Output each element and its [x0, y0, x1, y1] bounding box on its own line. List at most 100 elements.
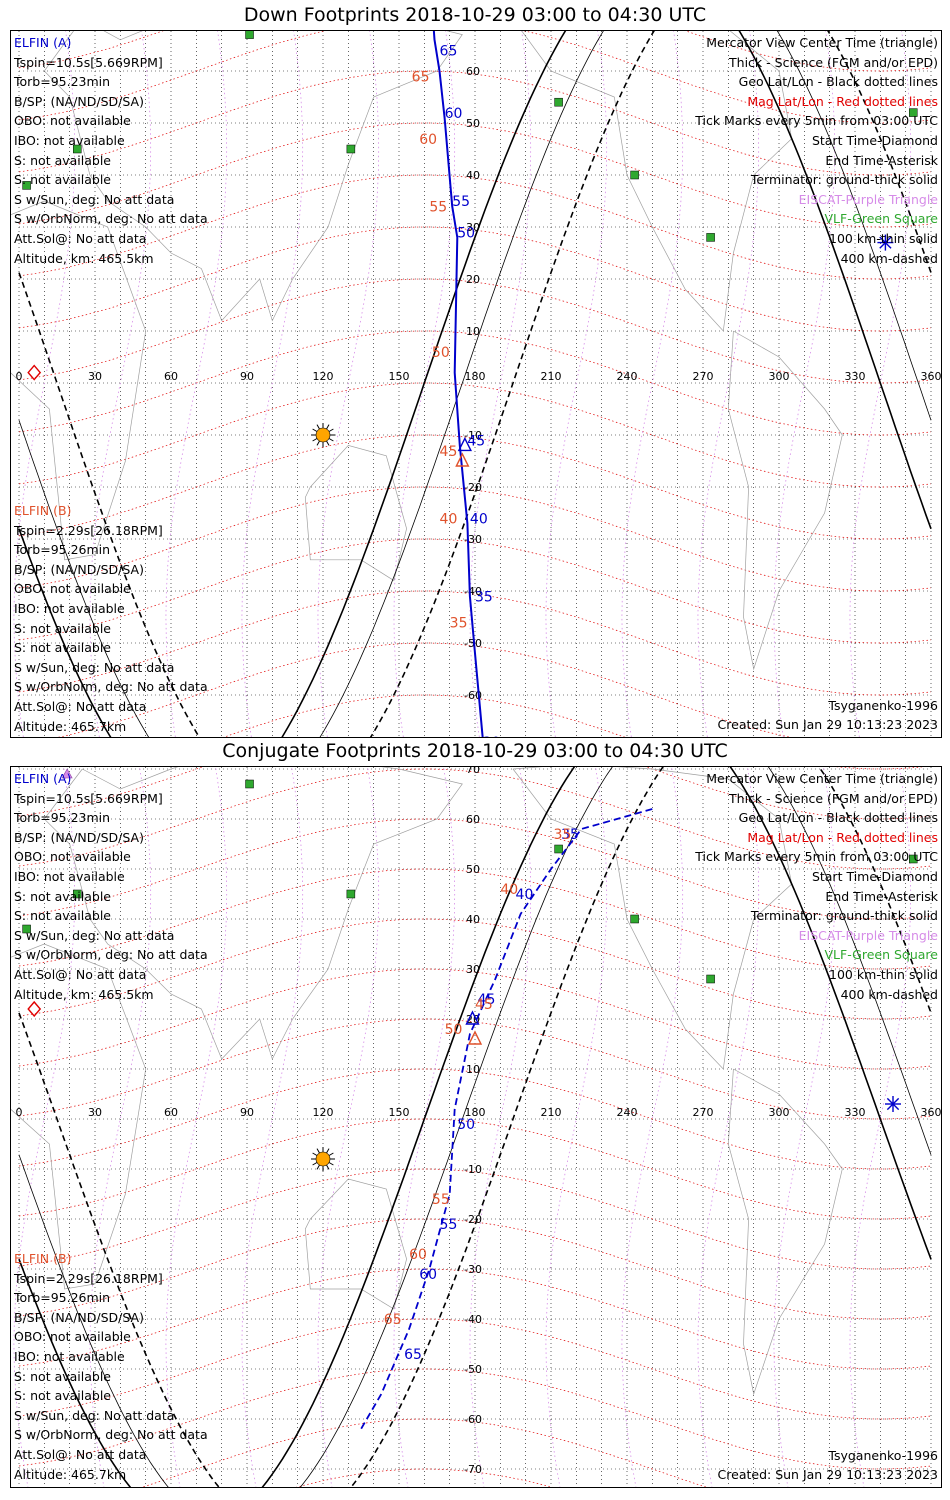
elfin-b-tick-label: 40 [440, 511, 458, 527]
elfin-a-tick-label: 50 [457, 225, 475, 241]
elfin-a-tick-label: 60 [419, 1267, 437, 1283]
elfin-a-tick-label: 40 [516, 887, 534, 903]
created-timestamp: Created: Sun Jan 29 10:13:23 2023 [717, 717, 938, 733]
lon-tick-label: 150 [389, 370, 410, 383]
elfin-a-line: B/SP: (NA/ND/SD/SA) [14, 829, 144, 845]
legend-item: Mercator View Center Time (triangle) [706, 771, 938, 786]
elfin-a-line: Att.Sol@: No att data [14, 966, 147, 982]
mag-lat-line [18, 1018, 932, 1120]
lon-tick-label: 270 [693, 370, 714, 383]
mag-lon-line [469, 31, 532, 737]
legend-item: Geo Lat/Lon - Black dotted lines [738, 810, 938, 826]
lat-tick-label: -50 [464, 1363, 482, 1376]
elfin-a-header: ELFIN (A) [14, 35, 72, 50]
lat-tick-label: -40 [464, 1313, 482, 1326]
elfin-b-line: IBO: not available [14, 1348, 125, 1364]
elfin-b-tick-label: 65 [384, 1312, 402, 1328]
lat-tick-label: 50 [466, 117, 480, 130]
elfin-a-center-triangle [465, 1010, 480, 1025]
terminator-ground [18, 767, 932, 1487]
elfin-a-tick-label: 35 [475, 589, 493, 605]
down-footprints-map: 0306090120150180210240270300330360706050… [10, 30, 942, 738]
elfin-b-tick-label: 35 [554, 827, 572, 843]
terminator-400km [18, 767, 932, 1487]
elfin-b-tick-label: 50 [432, 345, 450, 361]
legend-item: Terminator: ground-thick solid [750, 908, 938, 924]
elfin-a-line: S: not available [14, 172, 111, 188]
elfin-a-line: S w/Sun, deg: No att data [14, 191, 175, 207]
mag-lat-line [141, 1418, 708, 1487]
elfin-b-line: B/SP: (NA/ND/SD/SA) [14, 561, 144, 577]
coastline [512, 767, 793, 1070]
legend-item: Thick - Science (FGM and/or EPD) [729, 54, 938, 70]
legend-item: End Time-Asterisk [825, 888, 938, 904]
coastline [727, 1068, 843, 1396]
lon-tick-label: 360 [921, 1106, 942, 1119]
lat-tick-label: 50 [466, 863, 480, 876]
elfin-b-tick-label: 35 [450, 615, 468, 631]
coastline [304, 445, 407, 582]
eiscat-station-icon [61, 768, 73, 779]
lat-tick-label: -30 [464, 533, 482, 546]
lon-tick-label: 300 [769, 370, 790, 383]
lat-tick-label: -20 [464, 1213, 482, 1226]
elfin-b-line: S w/Sun, deg: No att data [14, 659, 175, 675]
elfin-b-tick-label: 60 [419, 132, 437, 148]
lon-tick-label: 90 [240, 370, 254, 383]
mag-lat-line [18, 70, 932, 176]
elfin-b-line: S: not available [14, 640, 111, 656]
lat-tick-label: 30 [466, 963, 480, 976]
lat-tick-label: -10 [464, 1163, 482, 1176]
legend-item: Thick - Science (FGM and/or EPD) [729, 790, 938, 806]
coastline [43, 31, 463, 322]
elfin-b-tick-label: 55 [432, 1192, 450, 1208]
mag-lat-line [18, 1368, 932, 1470]
lat-tick-label: 70 [466, 767, 480, 776]
legend-item: Tick Marks every 5min from 03:00 UTC [695, 113, 938, 129]
vlf-station-icon [706, 233, 715, 242]
mag-lat-line [18, 31, 932, 124]
sun-ray [316, 440, 320, 446]
lon-tick-label: 210 [541, 1106, 562, 1119]
elfin-a-line: S: not available [14, 908, 111, 924]
lon-tick-label: 360 [921, 370, 942, 383]
elfin-a-line: B/SP: (NA/ND/SD/SA) [14, 93, 144, 109]
lat-tick-label: 20 [466, 273, 480, 286]
elfin-b-line: Att.Sol@: No att data [14, 698, 147, 714]
mag-lon-line [317, 31, 380, 737]
elfin-a-line: Torb=95.23min [14, 74, 111, 90]
elfin-b-info: ELFIN (B) Tspin=2.29s[26.18RPM] Torb=95.… [14, 501, 208, 736]
mag-lat-line [18, 434, 932, 540]
sun-ray [312, 438, 318, 442]
mag-lat-line [18, 174, 932, 280]
map-legend: Mercator View Center Time (triangle) Thi… [695, 769, 938, 1004]
vlf-station-icon [245, 779, 254, 789]
created-timestamp: Created: Sun Jan 29 10:13:23 2023 [717, 1467, 938, 1483]
mag-lat-line [18, 330, 932, 436]
legend-item: End Time-Asterisk [825, 152, 938, 168]
lon-tick-label: 30 [88, 1106, 102, 1119]
elfin-b-tick-label: 50 [445, 1022, 463, 1038]
lat-tick-label: 20 [466, 1013, 480, 1026]
elfin-b-tick-label: 45 [475, 997, 493, 1013]
elfin-a-line: Altitude, km: 465.5km [14, 986, 154, 1002]
sun-ray [316, 1148, 320, 1154]
lat-tick-label: -20 [464, 481, 482, 494]
vlf-station-icon [909, 854, 918, 864]
legend-item: Tick Marks every 5min from 03:00 UTC [695, 849, 938, 865]
mag-lon-line [13, 31, 76, 737]
lon-tick-label: 270 [693, 1106, 714, 1119]
vlf-station-icon [73, 144, 82, 154]
footer-right: Tsyganenko-1996 Created: Sun Jan 29 10:1… [718, 696, 938, 735]
lon-tick-label: 180 [465, 370, 486, 383]
sun-ray [328, 1162, 334, 1166]
conjugate-footprints-map: 0 30 60 90 120 150 180 210 240 270 300 330 360 70 60 50… [10, 766, 942, 1488]
lon-tick-label: 300 [769, 1106, 790, 1119]
mag-lon-line [773, 31, 836, 737]
elfin-a-line: IBO: not available [14, 132, 125, 148]
terminator-100km [18, 767, 932, 1487]
legend-item: 100 km-thin solid [829, 966, 938, 982]
elfin-b-tick-label: 40 [500, 882, 518, 898]
elfin-b-tick-label: 45 [440, 444, 458, 460]
vlf-station-icon [346, 144, 356, 154]
